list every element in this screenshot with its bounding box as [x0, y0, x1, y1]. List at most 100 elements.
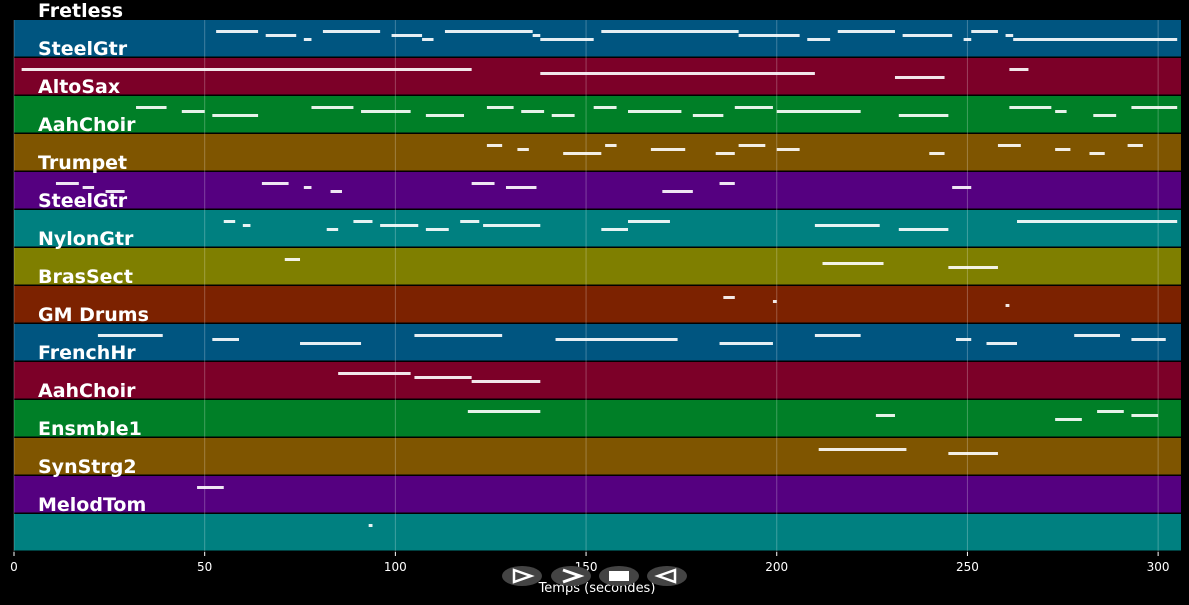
note-bar — [532, 34, 541, 37]
note-bar — [521, 110, 545, 113]
note-bar — [986, 342, 1018, 345]
note-bar — [963, 38, 972, 41]
note-bar — [540, 38, 594, 41]
note-bar — [422, 38, 434, 41]
x-tick-label: 50 — [197, 560, 212, 574]
track-lane — [14, 286, 1181, 323]
note-bar — [212, 338, 240, 341]
track-label: MelodTom — [38, 494, 146, 516]
note-bar — [197, 486, 224, 489]
note-bar — [517, 148, 529, 151]
note-bar — [212, 114, 259, 117]
note-bar — [1055, 148, 1071, 151]
stop-button[interactable] — [599, 566, 639, 586]
track-lane — [14, 210, 1181, 247]
track-lane — [14, 400, 1181, 437]
note-bar — [955, 338, 972, 341]
note-bar — [216, 30, 259, 33]
note-bar — [738, 34, 800, 37]
track-lane — [14, 58, 1181, 95]
play-icon — [512, 568, 535, 584]
note-bar — [486, 144, 503, 147]
note-bar — [628, 220, 670, 223]
track-lane — [14, 514, 1181, 551]
note-bar — [1089, 152, 1105, 155]
note-bar — [330, 190, 342, 193]
note-bar — [818, 448, 907, 451]
note-bar — [1131, 414, 1159, 417]
note-bar — [1009, 106, 1052, 109]
track-lane — [14, 476, 1181, 513]
note-bar — [1005, 34, 1014, 37]
note-bar — [1097, 410, 1124, 413]
note-bar — [1009, 68, 1029, 71]
note-bar — [1055, 110, 1067, 113]
note-bar — [1074, 334, 1120, 337]
note-bar — [460, 220, 480, 223]
note-bar — [563, 152, 602, 155]
note-bar — [601, 228, 629, 231]
note-bar — [692, 114, 724, 117]
track-label: BrasSect — [38, 266, 133, 288]
note-bar — [772, 300, 777, 303]
note-bar — [723, 296, 735, 299]
x-tick-label: 0 — [10, 560, 18, 574]
note-bar — [82, 186, 95, 189]
track-label: SteelGtr — [38, 190, 128, 212]
note-bar — [425, 114, 465, 117]
note-bar — [650, 148, 686, 151]
stop-icon — [609, 571, 629, 581]
note-bar — [1017, 220, 1178, 223]
track-lane — [14, 172, 1181, 209]
note-bar — [605, 144, 617, 147]
track-label: AltoSax — [38, 76, 120, 98]
track-label: SynStrg2 — [38, 456, 137, 478]
track-label: GM Drums — [38, 304, 149, 326]
note-bar — [738, 144, 766, 147]
note-bar — [593, 106, 617, 109]
note-bar — [303, 38, 312, 41]
note-bar — [948, 452, 998, 455]
track-label: AahChoir — [38, 114, 136, 136]
play-button[interactable] — [502, 566, 542, 586]
note-bar — [21, 68, 472, 71]
note-bar — [242, 224, 251, 227]
track-lane — [14, 438, 1181, 475]
note-bar — [471, 380, 541, 383]
note-bar — [814, 334, 861, 337]
note-bar — [719, 342, 773, 345]
note-bar — [948, 266, 998, 269]
note-bar — [734, 106, 773, 109]
rewind-button[interactable] — [647, 566, 687, 586]
note-bar — [338, 372, 411, 375]
note-bar — [300, 342, 362, 345]
note-bar — [719, 182, 735, 185]
note-bar — [1131, 106, 1178, 109]
note-bar — [898, 114, 949, 117]
note-bar — [814, 224, 880, 227]
note-bar — [368, 524, 373, 527]
note-bar — [505, 186, 537, 189]
note-bar — [952, 186, 972, 189]
x-tick-label: 200 — [765, 560, 788, 574]
note-bar — [353, 220, 373, 223]
note-bar — [136, 106, 167, 109]
note-bar — [97, 334, 163, 337]
track-lane — [14, 248, 1181, 285]
note-bar — [894, 76, 945, 79]
note-bar — [898, 228, 949, 231]
note-bar — [311, 106, 354, 109]
note-bar — [551, 114, 575, 117]
note-bar — [322, 30, 381, 33]
track-lane — [14, 96, 1181, 133]
note-bar — [971, 30, 998, 33]
x-tick-label: 100 — [384, 560, 407, 574]
note-bar — [1013, 38, 1178, 41]
note-bar — [1131, 338, 1166, 341]
note-bar — [929, 152, 945, 155]
forward-button[interactable] — [551, 566, 591, 586]
note-bar — [425, 228, 449, 231]
note-bar — [1005, 304, 1010, 307]
track-label: Ensmble1 — [38, 418, 142, 440]
